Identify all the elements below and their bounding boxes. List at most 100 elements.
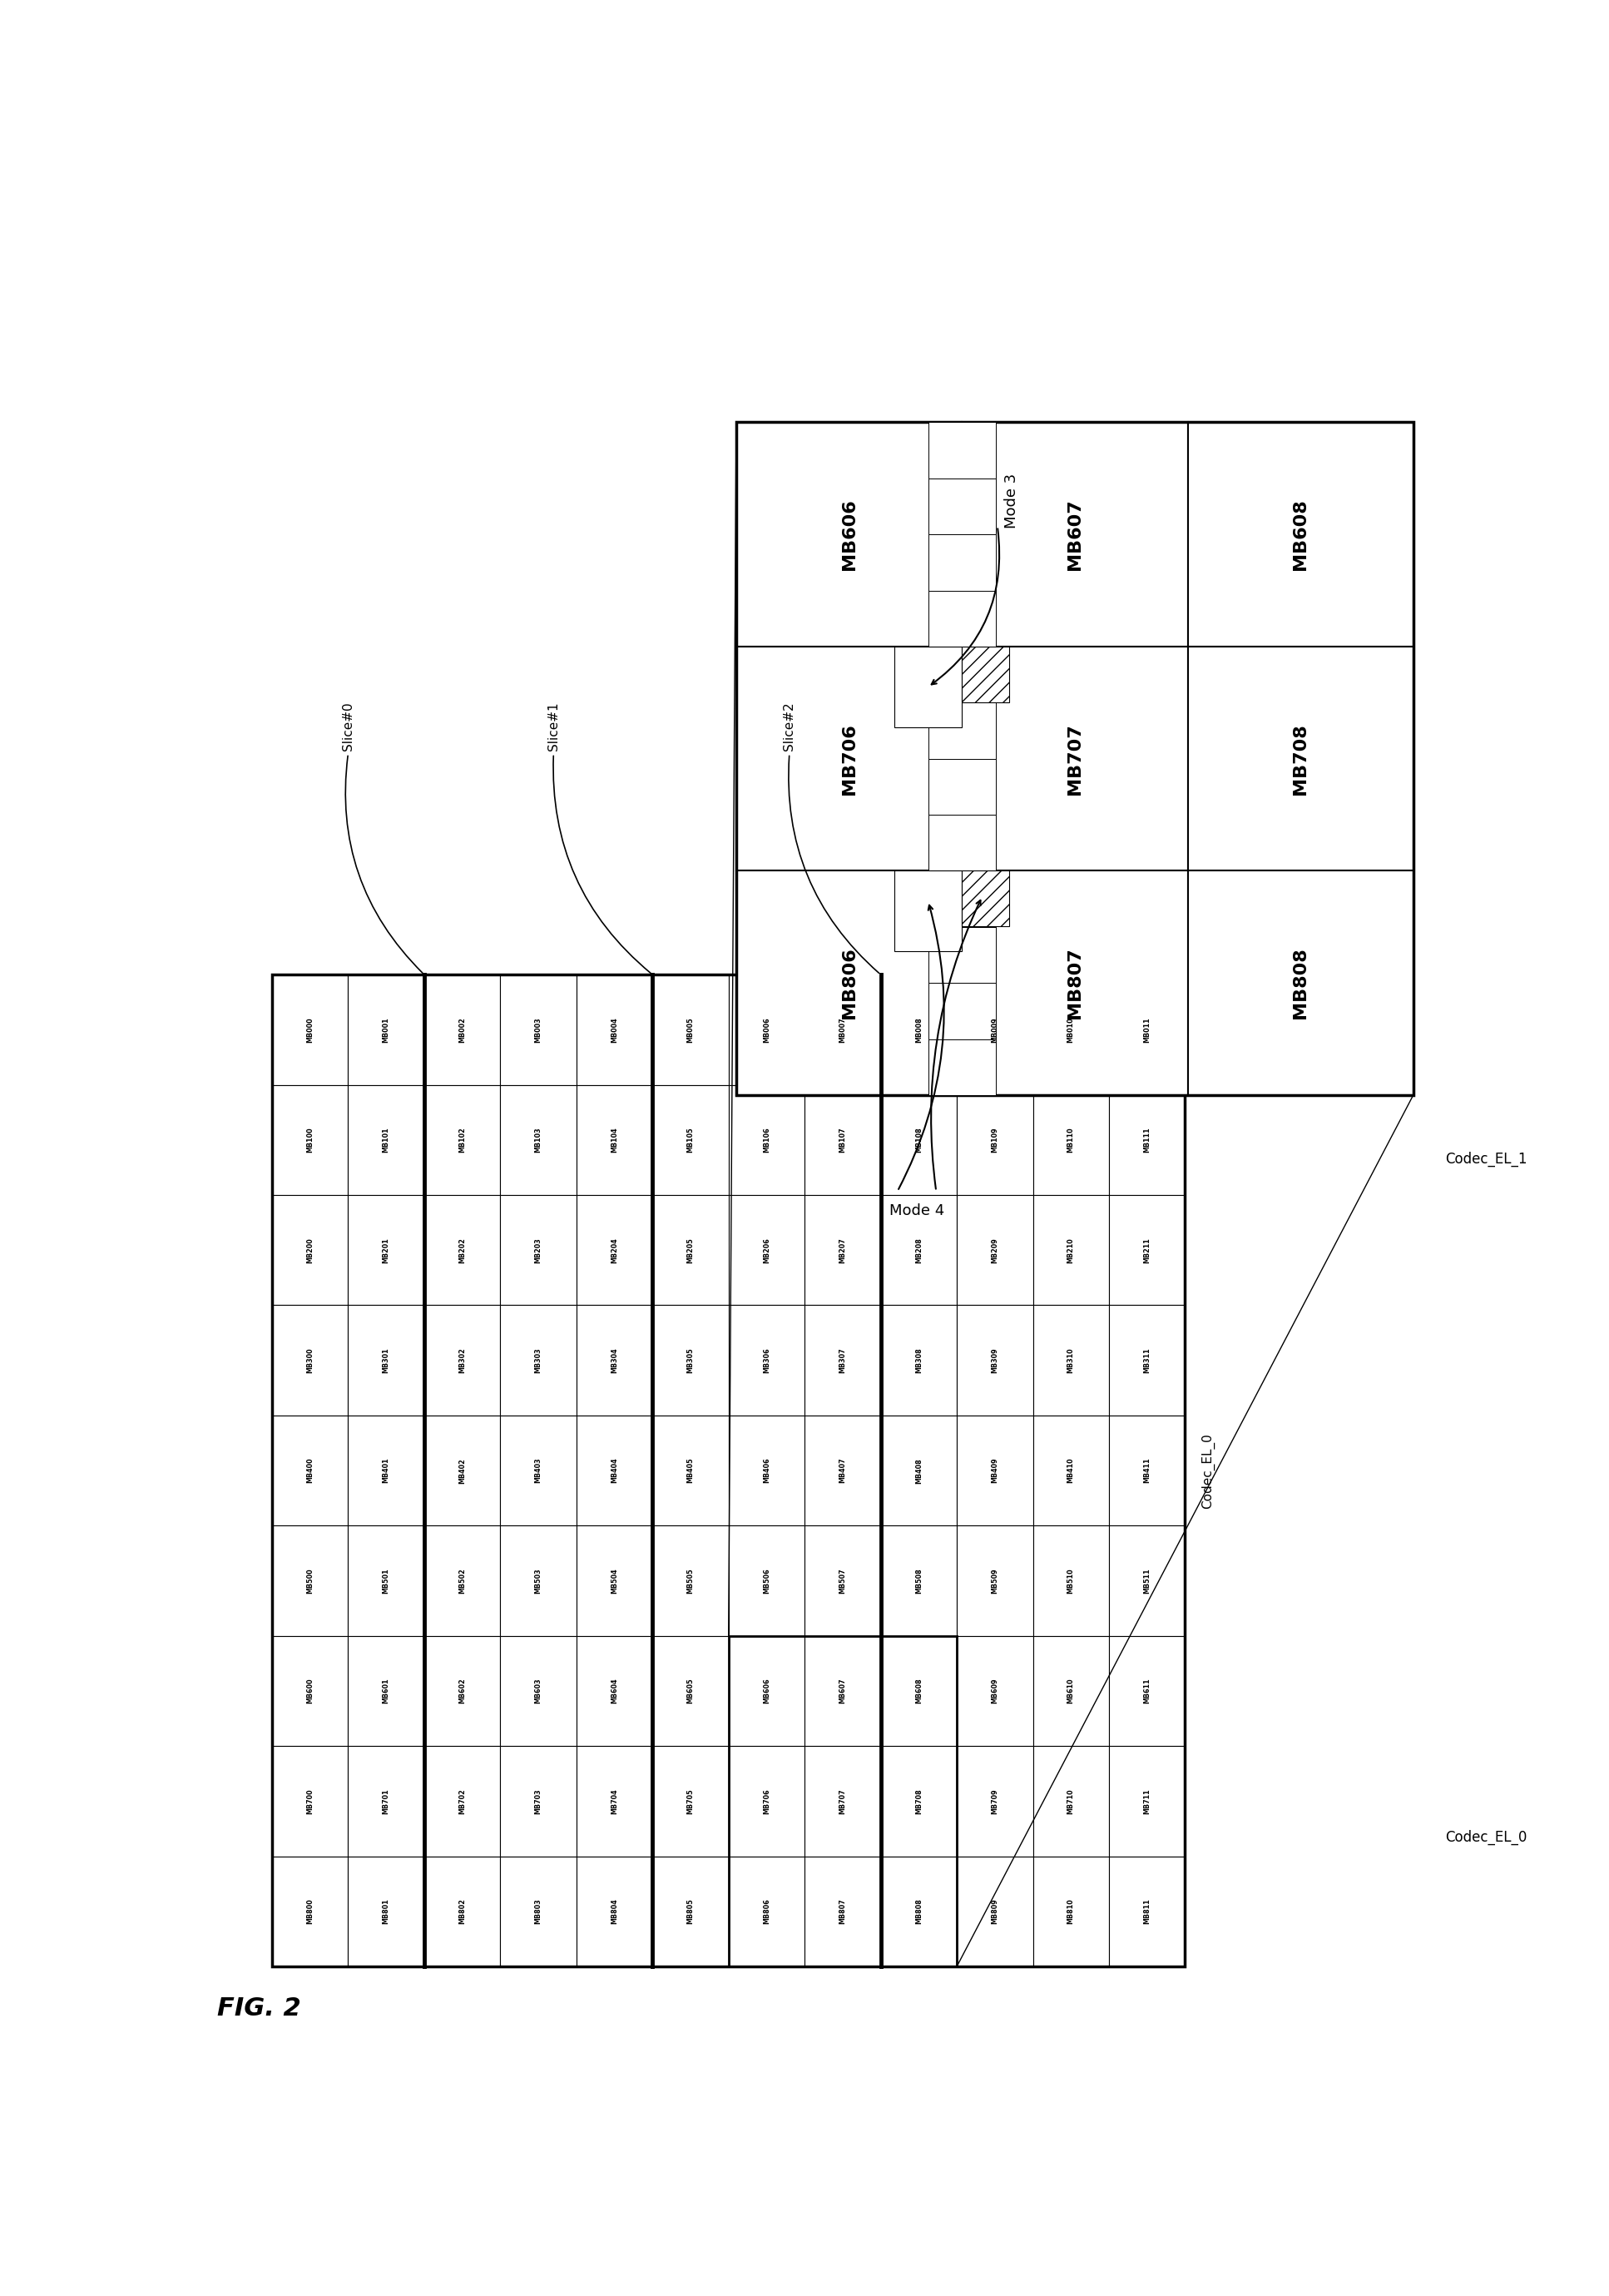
Bar — [957, 1857, 1033, 1968]
Bar — [880, 974, 957, 1084]
Bar — [880, 1637, 957, 1747]
Bar — [1033, 1084, 1109, 1194]
Text: MB305: MB305 — [687, 1348, 693, 1373]
Bar — [1109, 1084, 1186, 1194]
Bar — [272, 1304, 348, 1414]
Text: MB007: MB007 — [838, 1017, 846, 1042]
Bar — [880, 1414, 957, 1525]
Text: MB408: MB408 — [916, 1458, 922, 1483]
Bar — [576, 1857, 653, 1968]
Text: MB006: MB006 — [763, 1017, 771, 1042]
Text: MB702: MB702 — [459, 1789, 467, 1814]
Text: MB505: MB505 — [687, 1568, 693, 1593]
Text: MB300: MB300 — [306, 1348, 314, 1373]
Bar — [1109, 974, 1186, 1084]
Bar — [957, 1747, 1033, 1857]
Text: Mode 3: Mode 3 — [1004, 473, 1018, 528]
Bar — [348, 1747, 425, 1857]
Bar — [1187, 647, 1413, 870]
Text: MB307: MB307 — [838, 1348, 846, 1373]
Bar — [957, 1304, 1033, 1414]
Bar — [928, 590, 996, 647]
Text: MB605: MB605 — [687, 1678, 693, 1704]
Bar — [425, 1525, 500, 1637]
Bar — [272, 1194, 348, 1304]
Bar — [348, 1084, 425, 1194]
Bar — [962, 870, 1187, 1095]
Text: MB011: MB011 — [1144, 1017, 1150, 1042]
Bar — [1033, 1304, 1109, 1414]
Bar — [576, 1637, 653, 1747]
Bar — [928, 870, 996, 928]
Bar — [425, 1857, 500, 1968]
Bar — [1109, 1194, 1186, 1304]
Bar — [576, 1747, 653, 1857]
Text: MB110: MB110 — [1067, 1127, 1075, 1153]
Text: Mode 4: Mode 4 — [890, 1203, 944, 1217]
Bar — [729, 1637, 957, 1968]
Text: Slice#2: Slice#2 — [784, 703, 795, 751]
Text: MB708: MB708 — [1292, 723, 1308, 794]
Text: MB807: MB807 — [1067, 948, 1083, 1019]
Bar — [576, 1414, 653, 1525]
Text: MB508: MB508 — [916, 1568, 922, 1593]
Text: MB401: MB401 — [383, 1458, 389, 1483]
Bar — [272, 1525, 348, 1637]
Bar — [737, 870, 962, 1095]
Text: MB404: MB404 — [611, 1458, 618, 1483]
Bar — [928, 422, 996, 478]
Text: MB207: MB207 — [838, 1238, 846, 1263]
Bar — [928, 703, 996, 758]
Text: MB511: MB511 — [1144, 1568, 1150, 1593]
Bar — [1033, 1525, 1109, 1637]
Bar — [500, 1637, 576, 1747]
Bar — [737, 422, 1413, 1095]
Text: MB409: MB409 — [991, 1458, 999, 1483]
Bar — [500, 1414, 576, 1525]
Text: MB400: MB400 — [306, 1458, 314, 1483]
Text: MB501: MB501 — [383, 1568, 389, 1593]
Bar — [272, 974, 348, 1084]
Bar — [957, 1194, 1033, 1304]
Bar — [928, 815, 996, 870]
Bar — [500, 974, 576, 1084]
Text: MB705: MB705 — [687, 1789, 693, 1814]
Text: MB607: MB607 — [838, 1678, 846, 1704]
Bar — [500, 1525, 576, 1637]
Text: MB509: MB509 — [991, 1568, 999, 1593]
Bar — [348, 1857, 425, 1968]
Text: MB108: MB108 — [916, 1127, 922, 1153]
Text: MB009: MB009 — [991, 1017, 999, 1042]
Bar — [1033, 1857, 1109, 1968]
Bar — [962, 647, 1009, 703]
Text: Slice#1: Slice#1 — [547, 703, 560, 751]
Text: Codec_EL_0: Codec_EL_0 — [1200, 1433, 1215, 1508]
Text: MB708: MB708 — [916, 1789, 922, 1814]
Bar — [348, 1194, 425, 1304]
Bar — [928, 1040, 996, 1095]
Text: MB602: MB602 — [459, 1678, 467, 1704]
Text: MB010: MB010 — [1067, 1017, 1075, 1042]
Bar — [928, 928, 996, 983]
Text: Slice#0: Slice#0 — [341, 703, 354, 751]
Text: MB703: MB703 — [534, 1789, 542, 1814]
Bar — [500, 1194, 576, 1304]
Text: MB808: MB808 — [916, 1899, 922, 1924]
Text: MB801: MB801 — [383, 1899, 389, 1924]
Text: MB606: MB606 — [763, 1678, 771, 1704]
Bar — [880, 1747, 957, 1857]
Text: Codec_EL_1: Codec_EL_1 — [1445, 1153, 1527, 1166]
Text: MB403: MB403 — [534, 1458, 542, 1483]
Bar — [895, 647, 962, 728]
Text: MB704: MB704 — [611, 1789, 618, 1814]
Text: MB807: MB807 — [838, 1899, 846, 1924]
Bar — [737, 647, 962, 870]
Bar — [804, 1414, 880, 1525]
Text: MB311: MB311 — [1144, 1348, 1150, 1373]
Bar — [1109, 1857, 1186, 1968]
Bar — [729, 1414, 804, 1525]
Text: MB109: MB109 — [991, 1127, 999, 1153]
Text: MB506: MB506 — [763, 1568, 771, 1593]
Bar — [653, 1525, 729, 1637]
Bar — [576, 1525, 653, 1637]
